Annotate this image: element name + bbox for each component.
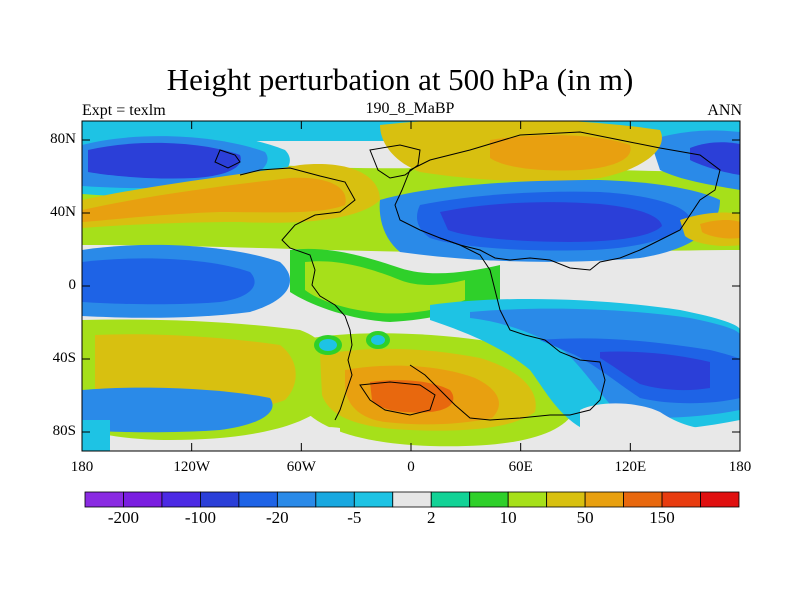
colorbar-swatch bbox=[392, 491, 432, 508]
experiment-label: Expt = texlm bbox=[82, 102, 166, 119]
field-region-eurasia-arctic-ridge-core bbox=[490, 135, 631, 171]
coastline-africa bbox=[409, 237, 606, 421]
y-tick-label: 0 bbox=[68, 277, 77, 293]
colorbar-swatch bbox=[315, 491, 355, 508]
season-label: ANN bbox=[707, 102, 742, 119]
colorbar-swatch bbox=[584, 491, 624, 508]
field-region-south-pacific-subtrough bbox=[82, 387, 273, 433]
chart-title: Height perturbation at 500 hPa (in m) bbox=[166, 62, 634, 97]
colorbar-swatch bbox=[546, 491, 586, 508]
x-tick-label: 0 bbox=[407, 459, 415, 475]
colorbar-tick-label: -100 bbox=[184, 508, 216, 527]
field-band-subtropical-core bbox=[305, 261, 465, 314]
field-region-central-asia-trough-core bbox=[440, 202, 662, 242]
x-tick-label: 60W bbox=[286, 459, 316, 475]
colorbar-swatch bbox=[161, 491, 201, 508]
field-region-east-pacific-pocket-core bbox=[700, 220, 740, 239]
x-tick-label: 180 bbox=[728, 459, 752, 475]
colorbar-tick-label: -5 bbox=[347, 508, 362, 527]
field-neutral-patch-east bbox=[580, 403, 740, 451]
x-tick-label: 180 bbox=[70, 459, 94, 475]
colorbar-swatch bbox=[430, 491, 471, 508]
field-region-north-pacific-low-east-core bbox=[690, 142, 740, 175]
field-closed-contour-2 bbox=[371, 335, 385, 345]
colorbar-swatch bbox=[661, 491, 701, 508]
colorbar bbox=[84, 491, 740, 508]
colorbar-tick-label: -200 bbox=[107, 508, 140, 527]
period-label: 190_8_MaBP bbox=[365, 100, 455, 117]
colorbar-swatch bbox=[353, 491, 394, 508]
field-neutral-patch-southwest bbox=[82, 420, 110, 451]
y-tick-label: 80N bbox=[50, 131, 76, 147]
field-closed-contour-1 bbox=[319, 339, 337, 351]
colorbar-swatch bbox=[469, 491, 509, 508]
colorbar-tick-label: 10 bbox=[499, 508, 517, 527]
colorbar-tick-label: 2 bbox=[426, 508, 436, 527]
colorbar-swatch bbox=[84, 491, 124, 508]
colorbar-tick-label: -20 bbox=[266, 508, 289, 527]
field-region-north-america-ridge-core bbox=[82, 177, 346, 222]
colorbar-swatch bbox=[623, 491, 663, 508]
height-field bbox=[82, 121, 740, 451]
colorbar-tick-label: 50 bbox=[576, 508, 594, 527]
field-region-south-indian-low-core bbox=[600, 351, 710, 391]
colorbar-swatch bbox=[507, 491, 548, 508]
colorbar-swatch bbox=[238, 491, 278, 508]
field-region-tropical-pacific-low bbox=[82, 258, 255, 305]
x-tick-label: 120E bbox=[614, 459, 647, 475]
coastline-arctic-islands bbox=[214, 149, 241, 169]
y-tick-label: 40S bbox=[52, 350, 76, 366]
colorbar-swatch bbox=[123, 491, 163, 508]
axis-tick-marks bbox=[81, 121, 741, 451]
x-tick-label: 120W bbox=[173, 459, 210, 475]
x-tick-label: 60E bbox=[508, 459, 533, 475]
coastline-americas bbox=[239, 167, 356, 421]
colorbar-swatch bbox=[276, 491, 317, 508]
colorbar-tick-label: 150 bbox=[649, 508, 675, 527]
coastline-greenland bbox=[369, 144, 421, 179]
colorbar-swatch bbox=[700, 491, 740, 508]
colorbar-swatch bbox=[200, 491, 240, 508]
field-region-north-pacific-low-core bbox=[88, 142, 241, 179]
field-neutral-patch-west bbox=[290, 427, 340, 451]
coastline-antarctica bbox=[359, 381, 436, 416]
y-tick-label: 80S bbox=[52, 423, 76, 439]
field-region-south-atlantic-high-core bbox=[370, 380, 454, 413]
y-tick-label: 40N bbox=[50, 204, 76, 220]
